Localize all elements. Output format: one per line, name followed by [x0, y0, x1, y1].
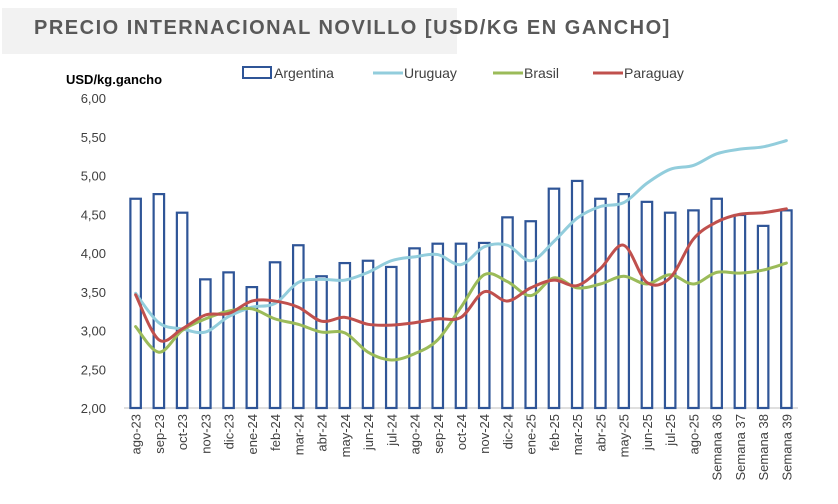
y-tick-label: 5,00: [81, 169, 106, 184]
x-tick-label: abr-24: [315, 414, 330, 452]
bar-argentina: [780, 209, 793, 410]
bar-argentina: [687, 209, 700, 410]
bar-argentina: [570, 179, 584, 410]
bar-argentina: [222, 271, 235, 410]
x-tick-label: sep-24: [431, 414, 446, 454]
bar-argentina: [756, 224, 770, 410]
x-tick-label: ago-24: [408, 414, 423, 454]
bar-argentina: [361, 259, 375, 410]
bar-argentina: [594, 197, 607, 410]
legend-label-uruguay: Uruguay: [404, 65, 457, 81]
title-band: [2, 8, 457, 54]
x-tick-label: feb-24: [268, 414, 283, 451]
x-tick-label: dic-23: [222, 414, 237, 449]
y-tick-label: 4,00: [81, 246, 106, 261]
bar-argentina: [501, 216, 514, 410]
bar-argentina: [199, 278, 212, 410]
line-paraguay: [134, 207, 788, 343]
chart-title: PRECIO INTERNACIONAL NOVILLO [USD/KG EN …: [34, 17, 671, 39]
x-tick-label: mar-24: [291, 414, 306, 455]
bar-argentina: [710, 197, 723, 410]
bar-argentina: [454, 242, 468, 410]
x-tick-label: Semana 39: [779, 414, 794, 481]
x-tick-label: nov-24: [477, 414, 492, 454]
y-tick-label: 6,00: [81, 91, 106, 106]
y-tick-label: 3,50: [81, 285, 106, 300]
x-tick-label: oct-24: [454, 414, 469, 450]
legend-label-brasil: Brasil: [524, 65, 559, 81]
bar-argentina: [617, 193, 631, 410]
x-tick-label: jun-25: [640, 414, 655, 451]
x-tick-label: ago-25: [686, 414, 701, 454]
bar-argentina: [245, 286, 259, 410]
legend-label-paraguay: Paraguay: [624, 65, 684, 81]
x-tick-label: jul-24: [384, 414, 399, 447]
bar-argentina: [477, 241, 491, 410]
x-tick-label: oct-23: [175, 414, 190, 450]
x-tick-label: jul-25: [663, 414, 678, 447]
y-axis-label: USD/kg.gancho: [66, 72, 162, 87]
line-brasil: [134, 261, 788, 362]
x-tick-label: abr-25: [593, 414, 608, 452]
bar-argentina: [152, 193, 166, 410]
bar-argentina: [524, 220, 538, 410]
y-tick-label: 2,50: [81, 362, 106, 377]
x-tick-label: ene-25: [524, 414, 539, 454]
bar-argentina: [547, 187, 561, 410]
bar-argentina: [431, 242, 445, 410]
bar-argentina: [733, 213, 747, 410]
bar-argentina: [175, 211, 189, 410]
x-tick-label: Semana 37: [733, 414, 748, 481]
bar-argentina: [384, 265, 398, 410]
bar-argentina: [315, 275, 328, 410]
x-tick-label: ene-24: [245, 414, 260, 454]
x-tick-label: nov-23: [198, 414, 213, 454]
x-tick-label: ago-23: [129, 414, 144, 454]
y-tick-label: 3,00: [81, 324, 106, 339]
x-tick-label: feb-25: [547, 414, 562, 451]
x-tick-label: may-24: [338, 414, 353, 457]
x-tick-label: jun-24: [361, 414, 376, 451]
bar-argentina: [408, 247, 421, 410]
bar-argentina: [268, 261, 282, 410]
x-tick-label: mar-25: [570, 414, 585, 455]
y-tick-label: 5,50: [81, 130, 106, 145]
y-tick-label: 4,50: [81, 207, 106, 222]
y-tick-label: 2,00: [81, 401, 106, 416]
x-tick-label: Semana 38: [756, 414, 771, 481]
x-tick-label: Semana 36: [710, 414, 725, 481]
x-tick-label: sep-23: [152, 414, 167, 454]
x-tick-label: dic-24: [500, 414, 515, 449]
legend-label-argentina: Argentina: [274, 65, 334, 81]
legend-swatch-argentina: [242, 66, 272, 79]
bar-argentina: [640, 200, 654, 410]
bar-argentina: [663, 211, 677, 410]
x-tick-label: may-25: [617, 414, 632, 457]
